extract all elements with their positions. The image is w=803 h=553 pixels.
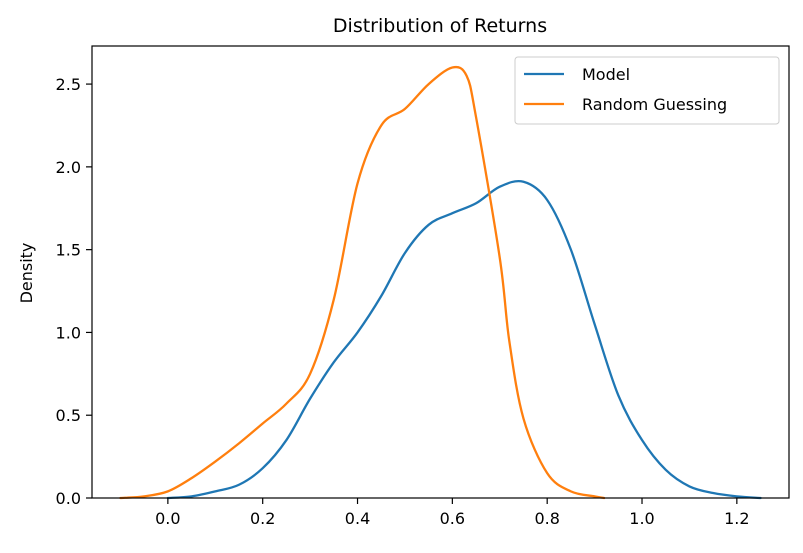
- x-tick-label: 0.4: [345, 509, 370, 528]
- x-tick-label: 1.0: [629, 509, 654, 528]
- series-line-2: [119, 65, 606, 500]
- axes: 0.0 0.2 0.4 0.6 0.8 1.0 1.2 0.0 0.5 1.0 1.5 2.0 2.5: [56, 45, 790, 528]
- x-tick-label: 0.2: [250, 509, 275, 528]
- x-tick-label: 0.6: [440, 509, 465, 528]
- legend-box: [514, 56, 780, 125]
- series-line-1: [166, 179, 762, 500]
- chart-title: Distribution of Returns: [333, 15, 547, 37]
- x-tick-label: 0.0: [155, 509, 180, 528]
- y-tick-label: 0.0: [56, 489, 81, 508]
- x-tick-label: 1.2: [724, 509, 749, 528]
- legend: Model Random Guessing: [514, 56, 780, 125]
- y-tick-label: 1.5: [56, 241, 81, 260]
- legend-label: Model: [582, 65, 630, 84]
- legend-label: Random Guessing: [582, 95, 727, 114]
- y-axis-label: Density: [17, 243, 36, 304]
- y-tick-label: 2.0: [56, 158, 81, 177]
- axes-frame: [91, 45, 790, 499]
- y-tick-label: 2.5: [56, 75, 81, 94]
- plot-area: [119, 65, 762, 500]
- y-tick-label: 1.0: [56, 323, 81, 342]
- x-tick-label: 0.8: [534, 509, 559, 528]
- y-tick-label: 0.5: [56, 406, 81, 425]
